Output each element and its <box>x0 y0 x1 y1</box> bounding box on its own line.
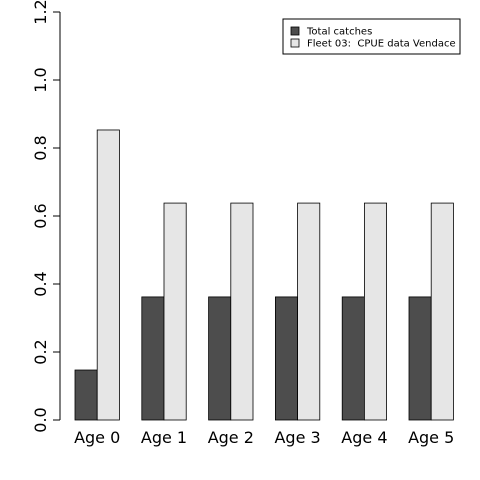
x-category-label: Age 2 <box>208 428 254 447</box>
bar-fleet-03-3 <box>297 202 321 421</box>
y-tick-label: 0.2 <box>31 339 50 364</box>
y-tick-label: 0.4 <box>31 271 50 296</box>
bar-total-catches-4 <box>341 296 365 421</box>
bar-total-catches-5 <box>408 296 432 421</box>
y-tick-label: 0.8 <box>31 135 50 160</box>
x-category-label: Age 3 <box>274 428 320 447</box>
legend-swatch <box>290 26 300 36</box>
x-category-label: Age 1 <box>141 428 187 447</box>
bar-total-catches-2 <box>208 296 232 421</box>
bar-fleet-03-0 <box>96 129 120 421</box>
bars <box>74 129 454 421</box>
x-axis-labels: Age 0 Age 1 Age 2 Age 3 Age 4 Age 5 <box>74 428 454 447</box>
legend-box <box>282 18 461 55</box>
x-category-label: Age 5 <box>408 428 454 447</box>
bar-total-catches-3 <box>274 296 298 421</box>
y-tick-label: 1.2 <box>31 0 50 25</box>
legend-swatch <box>290 38 300 48</box>
bar-fleet-03-1 <box>163 202 187 421</box>
legend-label: Fleet 03: CPUE data Vendace <box>307 39 456 50</box>
bar-fleet-03-2 <box>230 202 254 421</box>
y-axis: 0.0 0.2 0.4 0.6 0.8 1.0 1.2 <box>31 0 61 433</box>
legend-label: Total catches <box>306 27 372 38</box>
x-category-label: Age 0 <box>74 428 120 447</box>
y-tick-label: 0.0 <box>31 407 50 432</box>
bar-fleet-03-5 <box>430 202 454 421</box>
y-tick-label: 0.6 <box>31 203 50 228</box>
bar-fleet-03-4 <box>363 202 387 421</box>
bar-total-catches-1 <box>141 296 165 421</box>
bar-total-catches-0 <box>74 369 98 421</box>
y-tick-label: 1.0 <box>31 67 50 92</box>
x-category-label: Age 4 <box>341 428 387 447</box>
